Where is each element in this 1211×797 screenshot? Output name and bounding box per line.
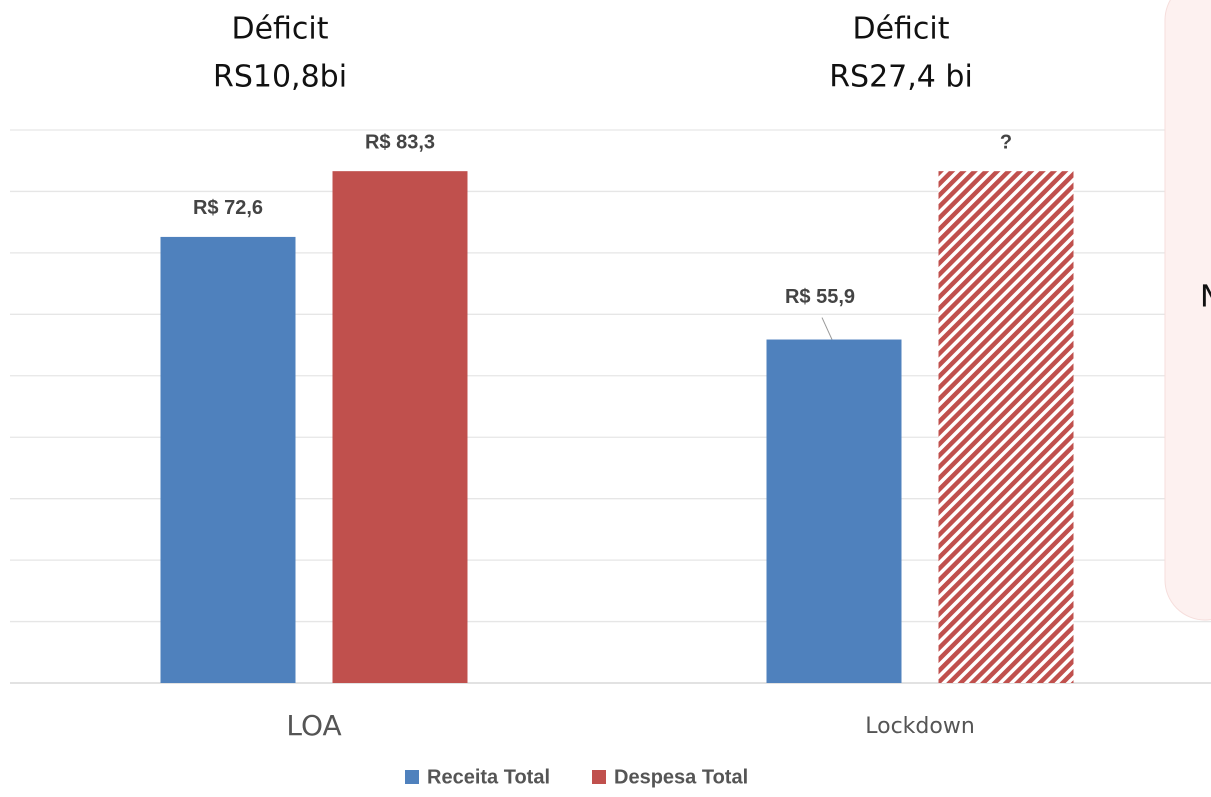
annotation: Déficit [852,12,949,47]
annotation: Déficit [231,12,328,47]
bar [938,171,1074,683]
value-label: R$ 83,3 [365,131,435,153]
legend-swatch [592,770,606,784]
bar [766,339,902,683]
bar [160,236,296,683]
side-panel [1164,0,1211,621]
value-label: ? [1000,131,1012,153]
annotation: RS10,8bi [213,60,347,95]
bar [332,171,468,683]
side-panel-text: N [1200,280,1211,315]
x-tick-label: Lockdown [865,714,975,739]
x-tick-label: LOA [286,709,341,742]
legend-swatch [405,770,419,784]
legend-label: Receita Total [427,766,550,788]
legend-label: Despesa Total [614,766,748,788]
leader-line [821,317,833,340]
value-label: R$ 55,9 [785,286,855,308]
annotation: RS27,4 bi [829,60,973,95]
value-label: R$ 72,6 [193,197,263,219]
